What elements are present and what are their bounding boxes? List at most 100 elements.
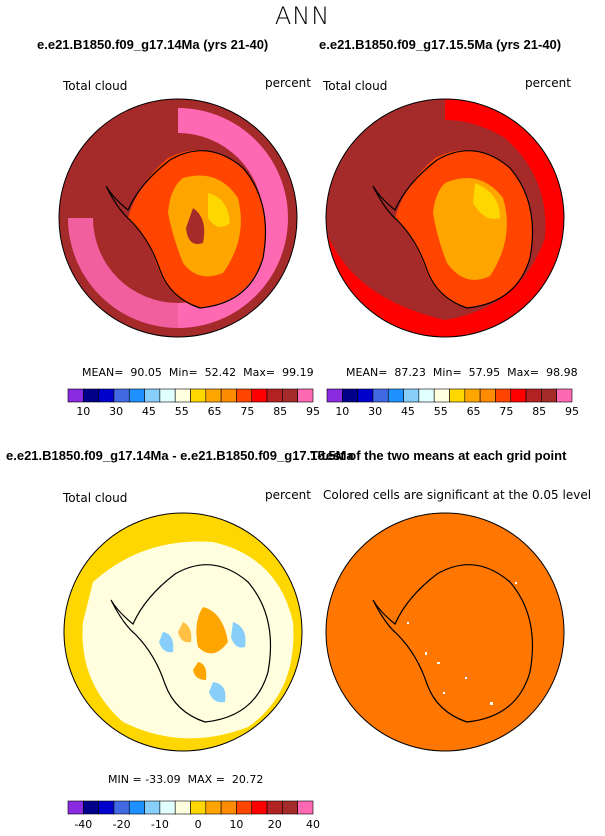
colorbar-diff-swatch: [205, 800, 222, 815]
colorbar-diff-ticks: -40 -20 -10 0 10 20 40: [68, 818, 320, 832]
colorbar-diff-swatch: [159, 800, 176, 815]
colorbar-diff-swatch: [113, 800, 130, 815]
colorbar-abs-left-tick-label: 75: [240, 405, 255, 418]
colorbar-diff-tick-label: -40: [74, 818, 93, 831]
colorbar-diff-tick-label: 0: [194, 818, 202, 831]
colorbar-diff-swatch: [83, 800, 99, 815]
panel1-high-cloud-band: [178, 108, 288, 218]
colorbar-diff-tick-label: -10: [150, 818, 169, 831]
panel1-polar-map: [58, 98, 298, 338]
colorbar-abs-left-swatch: [297, 388, 314, 403]
colorbar-abs-left-swatch: [67, 388, 84, 403]
panel3-title: e.e21.B1850.f09_g17.14Ma - e.e21.B1850.f…: [6, 448, 354, 463]
panel3-negative-anomaly: [159, 632, 174, 653]
colorbar-abs-left-tick-label: 95: [306, 405, 320, 418]
colorbar-abs-left-swatch: [251, 388, 268, 403]
colorbar-abs-left-swatch: [98, 388, 115, 403]
colorbar-abs-right-swatch: [326, 388, 343, 403]
colorbar-abs-right: [326, 388, 573, 403]
panel1-units-label: percent: [265, 76, 311, 90]
colorbar-abs-right-swatch: [525, 388, 542, 403]
colorbar-abs-right-tick-label: 85: [532, 405, 547, 418]
colorbar-abs-right-swatch: [464, 388, 481, 403]
panel4-title: T-test of the two means at each grid poi…: [310, 448, 567, 463]
colorbar-diff-tick-label: 20: [267, 818, 282, 831]
panel3-polar-map: [63, 512, 303, 752]
panel2-variable-label: Total cloud: [323, 79, 388, 93]
panel3-map-boundary: [63, 512, 303, 752]
panel2-polar-map: [325, 98, 565, 338]
colorbar-abs-right-tick-label: 10: [335, 405, 350, 418]
colorbar-abs-right-ticks: 10 30 45 55 65 75 85 95: [327, 405, 579, 419]
panel2-map-boundary: [325, 98, 565, 338]
colorbar-abs-right-swatch: [403, 388, 420, 403]
colorbar-diff-swatch: [190, 800, 207, 815]
colorbar-abs-right-swatch: [541, 388, 557, 403]
colorbar-abs-left-swatch: [266, 388, 283, 403]
colorbar-abs-right-tick-label: 30: [368, 405, 383, 418]
colorbar-diff-swatch: [236, 800, 253, 815]
panel1-stats: MEAN= 90.05 Min= 52.42 Max= 99.19: [82, 366, 314, 379]
panel1-variable-label: Total cloud: [63, 79, 128, 93]
colorbar-diff-swatch: [266, 800, 283, 815]
panel4-polar-map: [325, 512, 565, 752]
colorbar-abs-left-tick-label: 85: [273, 405, 288, 418]
panel2-title: e.e21.B1850.f09_g17.15.5Ma (yrs 21-40): [319, 37, 562, 52]
colorbar-abs-left-tick-label: 10: [76, 405, 91, 418]
colorbar-abs-left-swatch: [144, 388, 161, 403]
colorbar-abs-left-tick-label: 55: [174, 405, 189, 418]
panel2-coastline: [372, 150, 533, 309]
colorbar-diff-swatch: [220, 800, 237, 815]
panel4-coastline: [372, 564, 533, 723]
colorbar-abs-left-tick-label: 30: [109, 405, 124, 418]
colorbar-abs-left-ticks: 10 30 45 55 65 75 85 95: [68, 405, 320, 419]
colorbar-diff-swatch: [297, 800, 314, 815]
colorbar-abs-left-swatch: [282, 388, 298, 403]
panel2-stats: MEAN= 87.23 Min= 57.95 Max= 98.98: [346, 366, 578, 379]
colorbar-abs-right-swatch: [479, 388, 496, 403]
colorbar-diff-swatch: [98, 800, 115, 815]
panel1-title: e.e21.B1850.f09_g17.14Ma (yrs 21-40): [37, 37, 269, 52]
colorbar-abs-right-tick-label: 55: [433, 405, 448, 418]
colorbar-diff-swatch: [282, 800, 298, 815]
colorbar-diff: [67, 800, 314, 815]
panel3-variable-label: Total cloud: [63, 491, 128, 505]
colorbar-abs-right-tick-label: 75: [499, 405, 514, 418]
colorbar-diff-tick-label: -20: [112, 818, 131, 831]
panel1-map-boundary: [58, 98, 298, 338]
colorbar-diff-tick-label: 40: [306, 818, 320, 831]
colorbar-abs-right-swatch: [449, 388, 466, 403]
panel3-positive-anomaly: [196, 607, 228, 654]
colorbar-abs-left-swatch: [236, 388, 253, 403]
colorbar-diff-swatch: [251, 800, 268, 815]
colorbar-abs-left-swatch: [205, 388, 222, 403]
colorbar-abs-left: [67, 388, 314, 403]
colorbar-abs-left-tick-label: 65: [207, 405, 222, 418]
colorbar-abs-right-swatch: [495, 388, 512, 403]
panel2-units-label: percent: [525, 76, 571, 90]
panel4-map-boundary: [325, 512, 565, 752]
colorbar-abs-left-swatch: [113, 388, 130, 403]
colorbar-abs-left-tick-label: 45: [141, 405, 156, 418]
colorbar-diff-swatch: [67, 800, 84, 815]
colorbar-abs-right-swatch: [433, 388, 450, 403]
panel3-stats: MIN = -33.09 MAX = 20.72: [108, 773, 264, 786]
colorbar-abs-left-swatch: [190, 388, 207, 403]
colorbar-abs-right-swatch: [556, 388, 573, 403]
colorbar-abs-right-tick-label: 65: [466, 405, 481, 418]
panel4-subtitle: Colored cells are significant at the 0.0…: [323, 488, 592, 502]
colorbar-diff-swatch: [144, 800, 161, 815]
colorbar-abs-left-swatch: [220, 388, 237, 403]
panel3-units-label: percent: [265, 488, 311, 502]
colorbar-diff-tick-label: 10: [229, 818, 244, 831]
colorbar-abs-right-tick-label: 45: [400, 405, 415, 418]
colorbar-abs-right-swatch: [510, 388, 527, 403]
panel4-significance-field: [326, 513, 564, 751]
colorbar-abs-right-swatch: [372, 388, 389, 403]
colorbar-abs-right-swatch: [342, 388, 358, 403]
colorbar-abs-left-swatch: [174, 388, 191, 403]
colorbar-abs-left-swatch: [159, 388, 176, 403]
colorbar-diff-swatch: [174, 800, 191, 815]
colorbar-abs-right-swatch: [418, 388, 435, 403]
colorbar-abs-left-swatch: [128, 388, 145, 403]
